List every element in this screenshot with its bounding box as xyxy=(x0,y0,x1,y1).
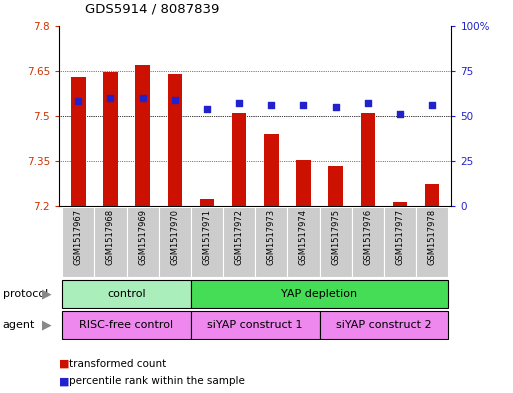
Bar xyxy=(296,160,311,206)
Text: GSM1517967: GSM1517967 xyxy=(74,209,83,265)
Point xyxy=(74,98,83,105)
Text: GSM1517968: GSM1517968 xyxy=(106,209,115,265)
Text: control: control xyxy=(107,289,146,299)
Bar xyxy=(94,207,127,277)
Text: GSM1517978: GSM1517978 xyxy=(428,209,437,265)
Point xyxy=(171,97,179,103)
Text: ■: ■ xyxy=(59,376,69,386)
Text: GSM1517969: GSM1517969 xyxy=(138,209,147,265)
Text: ▶: ▶ xyxy=(43,319,52,332)
Text: GSM1517970: GSM1517970 xyxy=(170,209,180,265)
Bar xyxy=(71,77,86,206)
Bar xyxy=(62,207,94,277)
Bar xyxy=(264,134,279,206)
Bar xyxy=(287,207,320,277)
Text: GSM1517971: GSM1517971 xyxy=(203,209,211,265)
Bar xyxy=(62,280,191,308)
Bar xyxy=(191,280,448,308)
Text: siYAP construct 2: siYAP construct 2 xyxy=(336,320,432,330)
Text: percentile rank within the sample: percentile rank within the sample xyxy=(69,376,245,386)
Bar xyxy=(384,207,416,277)
Point xyxy=(139,95,147,101)
Bar xyxy=(159,207,191,277)
Point xyxy=(300,102,308,108)
Text: GSM1517976: GSM1517976 xyxy=(363,209,372,265)
Bar xyxy=(62,311,191,339)
Bar xyxy=(191,207,223,277)
Text: GSM1517975: GSM1517975 xyxy=(331,209,340,265)
Bar xyxy=(191,311,320,339)
Text: protocol: protocol xyxy=(3,289,48,299)
Bar xyxy=(135,65,150,206)
Point xyxy=(331,104,340,110)
Bar xyxy=(361,113,375,206)
Text: ▶: ▶ xyxy=(43,287,52,300)
Text: YAP depletion: YAP depletion xyxy=(282,289,358,299)
Bar xyxy=(320,311,448,339)
Point xyxy=(428,102,436,108)
Text: GSM1517977: GSM1517977 xyxy=(396,209,404,265)
Bar xyxy=(232,113,246,206)
Text: agent: agent xyxy=(3,320,35,330)
Bar xyxy=(127,207,159,277)
Bar xyxy=(255,207,287,277)
Bar xyxy=(352,207,384,277)
Bar xyxy=(328,165,343,206)
Bar xyxy=(320,207,352,277)
Bar xyxy=(223,207,255,277)
Point xyxy=(364,100,372,107)
Point xyxy=(267,102,275,108)
Text: RISC-free control: RISC-free control xyxy=(80,320,173,330)
Bar xyxy=(200,199,214,206)
Text: GSM1517973: GSM1517973 xyxy=(267,209,276,265)
Text: transformed count: transformed count xyxy=(69,358,167,369)
Bar xyxy=(393,202,407,206)
Bar xyxy=(103,72,117,206)
Point xyxy=(235,100,243,107)
Bar xyxy=(425,184,439,206)
Text: siYAP construct 1: siYAP construct 1 xyxy=(207,320,303,330)
Text: GSM1517972: GSM1517972 xyxy=(234,209,244,265)
Text: GSM1517974: GSM1517974 xyxy=(299,209,308,265)
Point xyxy=(396,111,404,117)
Text: ■: ■ xyxy=(59,358,69,369)
Text: GDS5914 / 8087839: GDS5914 / 8087839 xyxy=(85,3,219,16)
Bar xyxy=(416,207,448,277)
Point xyxy=(203,106,211,112)
Bar xyxy=(168,74,182,206)
Point xyxy=(106,95,114,101)
